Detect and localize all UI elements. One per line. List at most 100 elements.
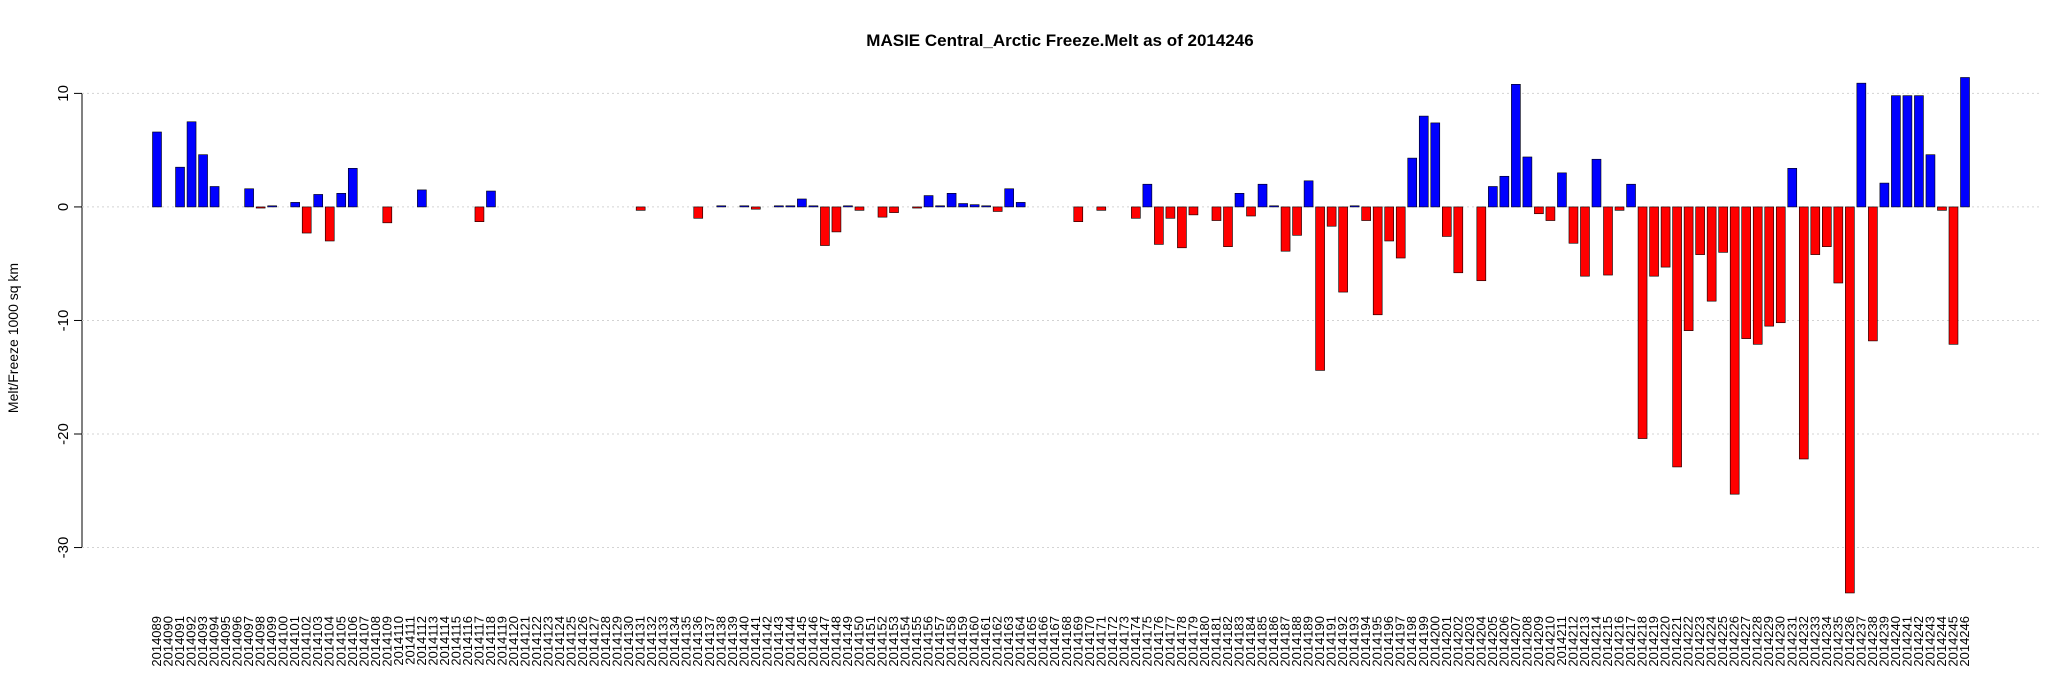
bar [1580,206,1590,277]
bar [1211,206,1222,221]
bar [1418,115,1429,208]
x-tick-label: 2014181 [1208,616,1223,667]
bar [1499,175,1510,208]
bar [751,206,761,210]
bar [1868,206,1878,342]
bar [1441,206,1452,237]
bar [1614,206,1625,211]
bar [843,205,853,208]
bar [1338,206,1348,293]
x-tick-label: 2014110 [391,616,406,666]
bar [992,206,1003,212]
bar [923,195,934,208]
x-tick-label: 2014231 [1784,616,1799,667]
x-tick-label: 2014142 [759,616,774,667]
x-tick-label: 2014152 [875,616,890,667]
x-tick-label: 2014204 [1473,616,1488,667]
bar [313,194,324,208]
bar [1695,206,1705,255]
x-tick-label: 2014178 [1174,616,1189,667]
x-tick-label: 2014244 [1934,616,1949,667]
x-tick-label: 2014116 [460,616,475,666]
bar [1177,206,1187,249]
bar [1292,206,1302,236]
bar [1476,206,1487,282]
bar [1349,205,1360,208]
bar [1395,206,1406,259]
x-tick-label: 2014097 [241,616,256,667]
x-tick-label: 2014135 [679,616,694,667]
bar [635,206,646,211]
x-tick-label: 2014111 [402,616,417,665]
y-tick-label: 10 [55,85,72,102]
bar [324,206,335,242]
bar [1672,206,1682,468]
bar [301,206,312,234]
x-tick-label: 2014185 [1255,616,1270,667]
x-tick-label: 2014104 [322,616,337,667]
x-tick-label: 2014179 [1185,616,1200,667]
bar [1810,206,1821,255]
x-tick-label: 2014141 [748,616,763,667]
x-tick-label: 2014154 [898,616,913,667]
x-tick-label: 2014163 [1001,616,1016,667]
x-tick-label: 2014176 [1151,616,1166,667]
bar [1257,183,1268,208]
x-tick-label: 2014134 [667,616,682,667]
bar [1004,188,1014,208]
x-tick-label: 2014098 [253,616,268,667]
x-tick-label: 2014117 [471,616,486,666]
x-tick-label: 2014208 [1519,616,1534,667]
x-tick-label: 2014108 [368,616,383,667]
bar [1453,206,1464,274]
x-tick-label: 2014210 [1542,616,1557,667]
bar [958,203,968,208]
bar [1131,206,1141,219]
x-tick-label: 2014160 [967,616,982,667]
x-tick-label: 2014180 [1197,616,1212,667]
x-tick-label: 2014107 [356,616,371,667]
bar [1545,206,1556,221]
bar [1603,206,1613,276]
x-tick-label: 2014236 [1842,616,1857,667]
bar [1741,206,1751,339]
x-tick-label: 2014196 [1381,616,1396,667]
x-tick-label: 2014162 [990,616,1005,667]
x-tick-label: 2014189 [1301,616,1316,667]
x-tick-label: 2014223 [1692,616,1707,667]
y-axis-label: Melt/Freeze 1000 sq km [5,263,21,413]
x-tick-label: 2014209 [1531,616,1546,667]
x-tick-label: 2014221 [1669,616,1684,667]
bar [347,168,358,208]
bar [774,205,784,208]
bar [1626,183,1636,208]
x-tick-label: 2014198 [1404,616,1419,667]
x-tick-label: 2014239 [1876,616,1891,667]
x-tick-label: 2014171 [1093,616,1108,667]
x-tick-label: 2014199 [1416,616,1431,667]
bar [1764,206,1775,327]
x-tick-label: 2014136 [690,616,705,667]
x-tick-label: 2014122 [529,616,544,667]
x-tick-label: 2014114 [437,616,452,666]
bar [1188,206,1199,216]
y-tick-label: -20 [55,423,72,445]
bar [1568,206,1579,244]
bar [1488,186,1498,208]
x-tick-label: 2014118 [483,616,498,666]
x-tick-label: 2014191 [1324,616,1339,667]
y-tick-label: -30 [55,537,72,559]
x-tick-label: 2014237 [1853,616,1868,667]
y-tick-label: -10 [55,310,72,332]
x-tick-label: 2014211 [1554,616,1569,666]
bar [1914,95,1924,208]
bar [1246,206,1256,217]
x-tick-label: 2014245 [1945,616,1960,667]
x-tick-label: 2014246 [1957,616,1972,667]
x-tick-label: 2014106 [345,616,360,667]
bar [1591,158,1602,208]
x-tick-label: 2014115 [448,616,463,666]
x-tick-label: 2014153 [886,616,901,667]
x-tick-label: 2014169 [1070,616,1085,667]
bar [1269,205,1279,208]
